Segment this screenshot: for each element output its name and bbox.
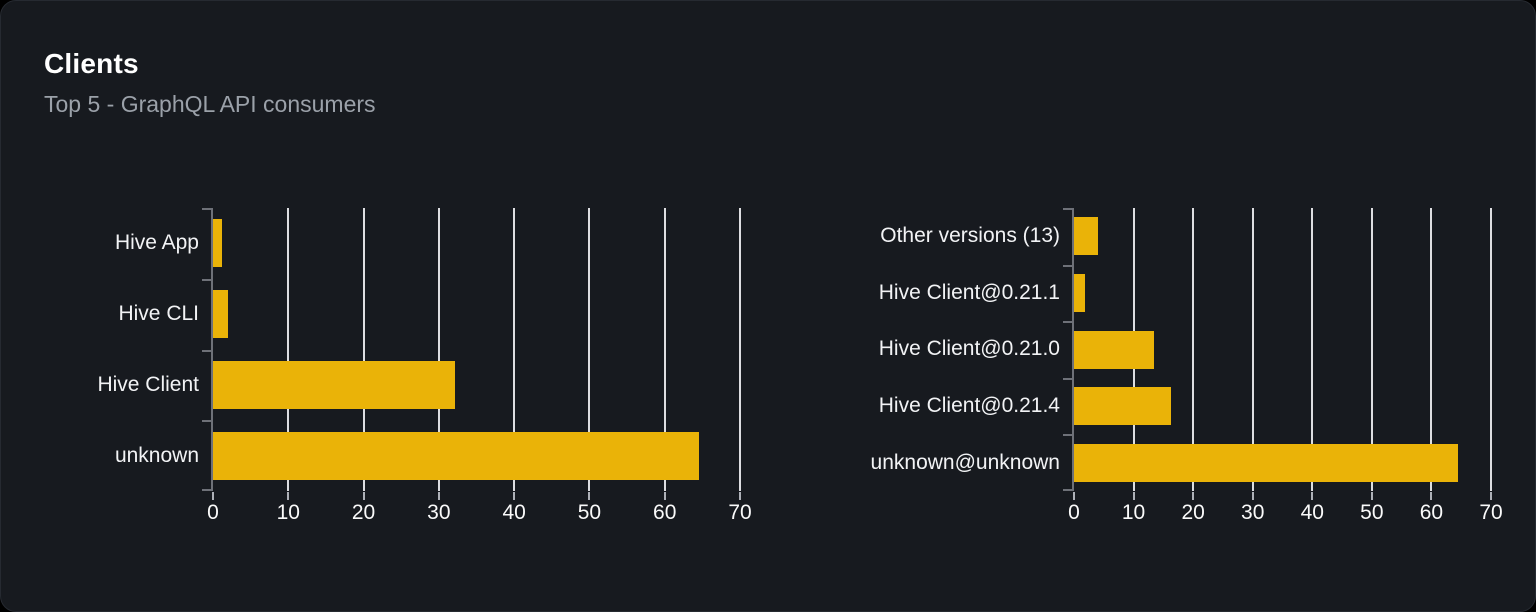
x-axis-labels: 0 10 20 30 40 50 60 70	[207, 501, 752, 535]
gridline	[1490, 208, 1492, 491]
gridline	[287, 208, 290, 491]
x-tick-label: 50	[1360, 501, 1384, 524]
y-axis-tick	[1063, 208, 1072, 210]
gridline	[588, 208, 591, 491]
x-axis-labels: 0 10 20 30 40 50 60 70	[1068, 501, 1503, 535]
category-label: Other versions (13)	[880, 224, 1060, 248]
bar[interactable]	[213, 432, 699, 480]
x-tick-label: 30	[1241, 501, 1265, 524]
gridline	[1311, 208, 1314, 491]
y-axis-tick	[202, 208, 211, 210]
bar[interactable]	[1074, 387, 1172, 425]
x-tick-label: 40	[502, 501, 526, 524]
gridline	[663, 208, 666, 491]
bar[interactable]	[1074, 274, 1086, 312]
x-axis-tick	[437, 492, 440, 500]
x-tick-label: 10	[1121, 501, 1146, 524]
x-axis-tick	[588, 492, 591, 500]
category-labels: Hive App Hive CLI Hive Client unknown	[1, 208, 199, 491]
x-axis-tick	[287, 492, 290, 500]
x-axis-tick	[1251, 492, 1254, 500]
x-axis-tick	[212, 492, 214, 500]
x-tick-label: 40	[1300, 501, 1324, 524]
x-tick-label: 0	[207, 501, 219, 524]
y-axis-tick	[1063, 265, 1072, 267]
x-tick-label: 70	[1479, 501, 1503, 524]
category-labels: Other versions (13) Hive Client@0.21.1 Hiv…	[769, 208, 1060, 491]
x-tick-label: 60	[653, 501, 677, 524]
y-axis-tick	[1063, 434, 1072, 436]
card-title: Clients	[44, 48, 139, 79]
x-axis-tick	[362, 492, 365, 500]
x-axis-tick	[1490, 492, 1492, 500]
gridline	[1430, 208, 1433, 491]
y-axis-tick	[202, 279, 211, 281]
gridline	[1251, 208, 1254, 491]
gridline	[1192, 208, 1195, 491]
x-axis-tick	[1192, 492, 1195, 500]
gridline	[513, 208, 516, 491]
x-axis-tick	[1311, 492, 1314, 500]
x-axis-tick	[1132, 492, 1135, 500]
category-label: Hive Client	[97, 372, 199, 396]
plot-area	[202, 208, 741, 500]
x-axis-tick	[1073, 492, 1075, 500]
y-axis-tick	[1063, 489, 1072, 491]
y-axis-tick	[1063, 321, 1072, 323]
category-label: unknown	[114, 443, 199, 467]
category-label: unknown@unknown	[870, 450, 1060, 474]
x-tick-label: 20	[351, 501, 376, 524]
bar[interactable]	[1074, 444, 1458, 482]
y-axis-line	[1072, 208, 1074, 491]
x-tick-label: 0	[1068, 501, 1080, 524]
y-axis-tick	[202, 350, 211, 352]
x-tick-label: 20	[1181, 501, 1205, 524]
bar[interactable]	[1074, 331, 1154, 369]
card-subtitle: Top 5 - GraphQL API consumers	[44, 90, 376, 117]
y-axis-line	[211, 208, 213, 491]
bar[interactable]	[213, 290, 229, 338]
chart-top-client-versions: Other versions (13) Hive Client@0.21.1 Hiv…	[769, 196, 1536, 546]
x-tick-label: 30	[427, 501, 451, 524]
x-axis-tick	[1370, 492, 1373, 500]
x-axis-tick	[1430, 492, 1433, 500]
y-axis-tick	[202, 420, 211, 422]
x-tick-label: 70	[728, 501, 752, 524]
card-header: Clients Top 5 - GraphQL API consumers	[44, 47, 376, 118]
category-label: Hive CLI	[118, 302, 199, 326]
category-label: Hive Client@0.21.4	[878, 394, 1060, 418]
x-tick-label: 10	[276, 501, 300, 524]
gridline	[437, 208, 440, 491]
bar[interactable]	[213, 219, 223, 267]
x-axis-tick	[513, 492, 516, 500]
x-tick-label: 60	[1419, 501, 1444, 524]
gridline	[1370, 208, 1373, 491]
category-label: Hive Client@0.21.1	[878, 280, 1060, 304]
gridline	[362, 208, 365, 491]
y-axis-tick	[1063, 378, 1072, 380]
x-axis-tick	[739, 492, 741, 500]
x-tick-label: 50	[577, 501, 602, 524]
bar[interactable]	[1074, 217, 1098, 255]
chart-top-clients: Hive App Hive CLI Hive Client unknown 0 10 20…	[1, 196, 769, 546]
category-label: Hive Client@0.21.0	[878, 337, 1060, 361]
bar[interactable]	[213, 361, 456, 409]
plot-area	[1063, 208, 1492, 500]
y-axis-tick	[202, 489, 211, 491]
gridline	[739, 208, 741, 491]
category-label: Hive App	[114, 231, 199, 255]
x-axis-tick	[663, 492, 666, 500]
